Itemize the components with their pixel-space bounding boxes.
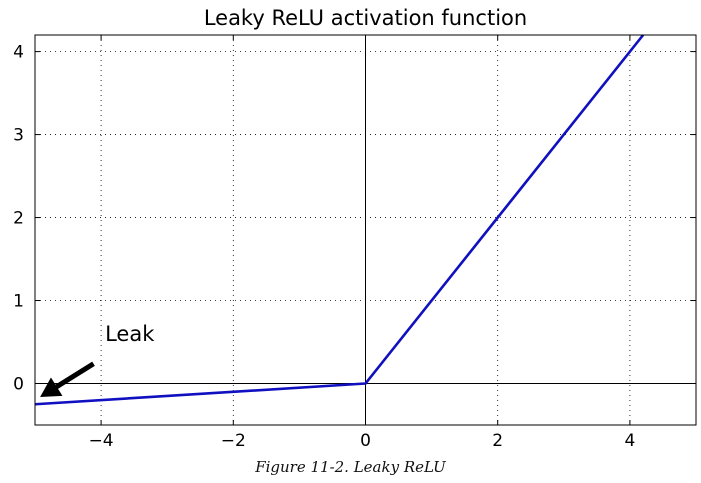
y-tick-label: 3: [13, 126, 24, 146]
y-tick-label: 2: [13, 209, 24, 229]
y-tick-label: 0: [13, 375, 24, 395]
x-tick-label: 0: [360, 431, 371, 451]
leak-arrow: [40, 361, 95, 398]
chart-title: Leaky ReLU activation function: [204, 6, 527, 30]
annotation-layer: Leak: [40, 322, 155, 398]
y-tick-labels: 0 1 2 3 4: [13, 43, 24, 395]
series-layer: [34, 34, 645, 406]
x-tick-label: −2: [221, 431, 246, 451]
x-tick-label: 2: [492, 431, 503, 451]
x-tick-labels: −4 −2 0 2 4: [89, 431, 636, 451]
leak-annotation-label: Leak: [105, 322, 155, 346]
series-line: [34, 34, 645, 406]
tick-marks: [35, 35, 696, 425]
x-tick-label: 4: [624, 431, 635, 451]
x-tick-label: −4: [89, 431, 114, 451]
y-tick-label: 4: [13, 43, 24, 63]
y-tick-label: 1: [13, 292, 24, 312]
figure-caption: Figure 11-2. Leaky ReLU: [255, 458, 446, 476]
